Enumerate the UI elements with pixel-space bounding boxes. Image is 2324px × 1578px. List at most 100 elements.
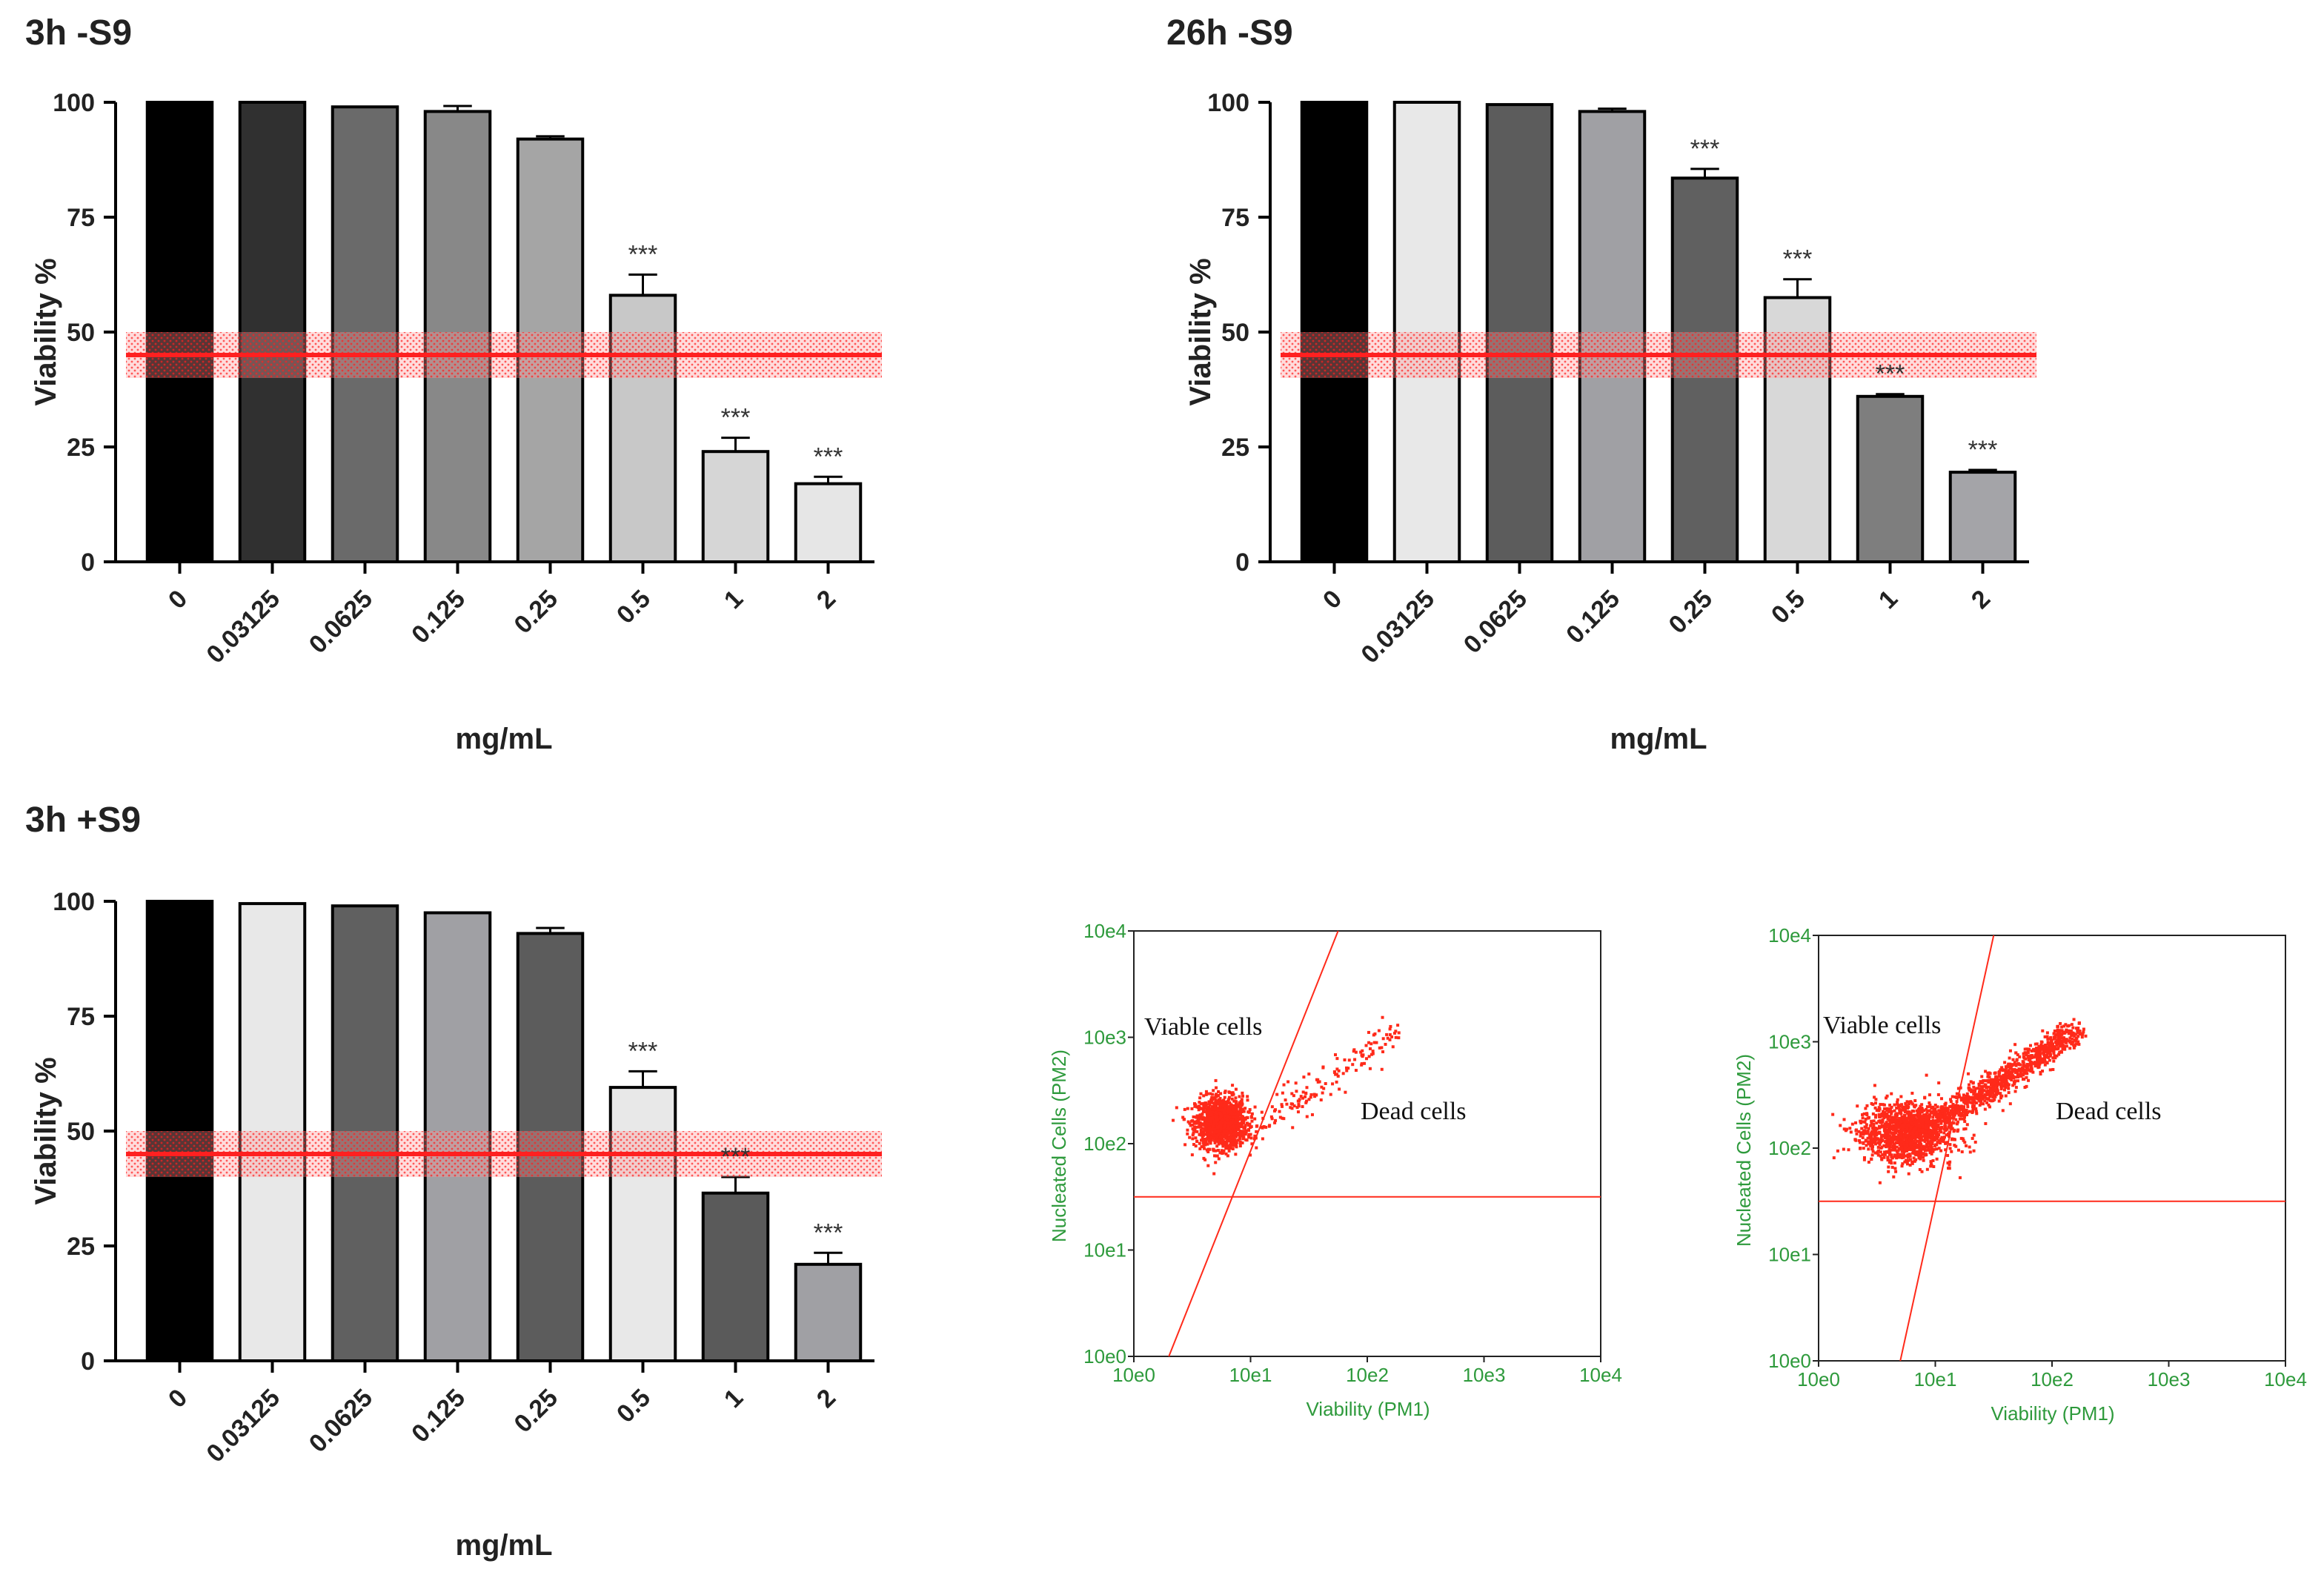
event-point [2056, 1024, 2059, 1028]
event-point [1983, 1093, 1987, 1097]
event-point [1916, 1111, 1919, 1115]
event-point [1946, 1132, 1950, 1136]
event-point [1901, 1136, 1905, 1140]
x-tick-label: 2 [811, 1384, 841, 1413]
event-point [1972, 1090, 1976, 1093]
event-point [1215, 1126, 1219, 1130]
event-point [1372, 1041, 1376, 1044]
event-point [1862, 1158, 1866, 1161]
event-point [1989, 1083, 1993, 1087]
event-point [1289, 1106, 1292, 1110]
event-point [1209, 1118, 1213, 1121]
event-point [1873, 1128, 1876, 1132]
event-point [1877, 1115, 1881, 1118]
event-point [1992, 1093, 1996, 1097]
event-point [1895, 1136, 1899, 1139]
y-tick-label: 25 [67, 1233, 95, 1261]
event-point [1335, 1057, 1339, 1061]
event-point [1924, 1113, 1928, 1117]
event-point [1910, 1091, 1914, 1095]
event-point [2016, 1062, 2020, 1066]
event-point [1183, 1107, 1186, 1111]
event-point [1959, 1098, 1963, 1102]
event-point [2053, 1037, 2056, 1041]
event-point [1892, 1175, 1896, 1178]
event-point [1213, 1127, 1217, 1131]
event-point [1911, 1151, 1915, 1155]
event-point [2021, 1067, 2025, 1070]
event-point [1908, 1153, 1911, 1156]
event-point [1858, 1138, 1862, 1142]
event-point [1248, 1122, 1252, 1126]
event-point [2034, 1064, 2037, 1068]
event-point [1201, 1141, 1205, 1144]
event-point [1233, 1138, 1237, 1141]
event-point [1274, 1118, 1278, 1122]
event-point [1881, 1133, 1885, 1137]
event-point [1988, 1093, 1991, 1096]
event-point [1234, 1096, 1238, 1100]
event-point [1893, 1143, 1896, 1147]
event-point [1873, 1095, 1876, 1099]
event-point [1232, 1120, 1236, 1124]
event-point [1928, 1109, 1931, 1113]
event-point [1285, 1102, 1289, 1106]
event-point [1874, 1098, 1878, 1101]
event-point [1228, 1127, 1232, 1130]
event-point [1874, 1130, 1878, 1133]
event-point [1994, 1084, 1998, 1088]
event-point [1243, 1126, 1246, 1130]
event-point [1237, 1110, 1241, 1113]
event-point [1870, 1121, 1873, 1125]
event-point [2049, 1035, 2053, 1039]
event-point [1983, 1083, 1987, 1087]
x-tick-label: 10e1 [1914, 1368, 1957, 1390]
event-point [1905, 1107, 1909, 1110]
event-point [1247, 1110, 1251, 1114]
event-point [1315, 1078, 1318, 1081]
event-point [1987, 1097, 1991, 1101]
panel-title: 3h -S9 [25, 13, 132, 53]
event-point [2023, 1064, 2027, 1067]
event-point [1217, 1136, 1221, 1140]
event-point [1953, 1144, 1956, 1147]
event-point [1855, 1132, 1859, 1136]
event-point [1952, 1110, 1956, 1113]
event-point [1854, 1121, 1858, 1124]
event-point [1853, 1138, 1857, 1141]
x-axis-label: mg/mL [1610, 723, 1707, 755]
event-point [1881, 1138, 1885, 1142]
event-point [1208, 1115, 1212, 1118]
event-point [2058, 1037, 2062, 1041]
event-point [1921, 1153, 1925, 1156]
event-point [1215, 1135, 1218, 1138]
event-point [2013, 1090, 2017, 1093]
event-point [2037, 1065, 2041, 1069]
event-point [1914, 1158, 1918, 1161]
event-point [1898, 1131, 1902, 1135]
event-point [2075, 1036, 2079, 1040]
event-point [1963, 1120, 1967, 1124]
event-point [1928, 1093, 1931, 1097]
event-point [2026, 1051, 2030, 1055]
event-point [1933, 1138, 1937, 1141]
event-point [1958, 1113, 1962, 1116]
event-point [1952, 1137, 1956, 1141]
event-point [1966, 1110, 1970, 1114]
event-point [1888, 1127, 1892, 1130]
event-point [1941, 1115, 1945, 1119]
event-point [1397, 1036, 1401, 1040]
event-point [2044, 1044, 2048, 1047]
event-point [1897, 1129, 1901, 1133]
event-point [1914, 1132, 1918, 1136]
event-point [1194, 1136, 1198, 1140]
event-point [2054, 1029, 2058, 1032]
event-point [1231, 1091, 1235, 1095]
event-point [1879, 1154, 1882, 1158]
event-point [1370, 1042, 1373, 1046]
event-point [1945, 1127, 1949, 1131]
x-tick-label: 10e1 [1229, 1364, 1272, 1386]
event-point [1371, 1052, 1375, 1055]
event-point [1963, 1101, 1967, 1105]
event-point [1985, 1101, 1989, 1104]
